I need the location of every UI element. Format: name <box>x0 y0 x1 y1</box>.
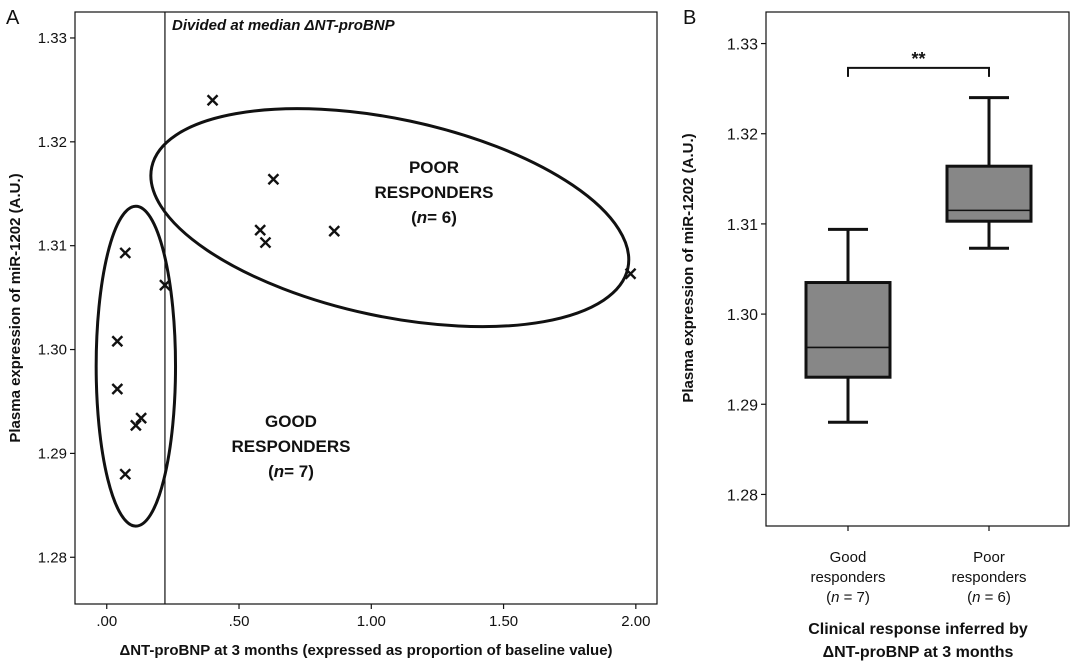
poor-cat-n-value: = 6) <box>980 589 1010 606</box>
panel-b-plot-frame <box>765 11 1070 527</box>
good-responders-ellipse <box>94 204 178 528</box>
panel-a-y-axis-title: Plasma expression of miR-1202 (A.U.) <box>7 173 24 442</box>
marker-stroke <box>206 94 219 107</box>
poor-label-line2: RESPONDERS <box>374 183 493 202</box>
panel-b-x-axis-title-line1: Clinical response inferred by <box>808 621 1028 638</box>
data-point-marker <box>624 267 637 280</box>
panel-a-letter: A <box>6 7 20 29</box>
data-point-marker <box>111 383 124 395</box>
panel-b-y-ticks: 1.28 1.29 1.30 1.31 1.32 1.33 <box>727 37 766 504</box>
data-point-marker <box>259 236 272 249</box>
good-label-line2: RESPONDERS <box>231 437 350 456</box>
marker-stroke <box>267 173 280 186</box>
panel-b: B 1.28 1.29 1.30 1.31 1.32 1.33 ** Good respo… <box>680 7 1070 661</box>
category-label-poor: Poor responders (n = 6) <box>951 549 1026 606</box>
responder-ellipses <box>94 107 631 528</box>
marker-stroke <box>159 279 171 291</box>
y-tick-label: 1.33 <box>727 37 758 54</box>
significance-bracket: ** <box>847 49 990 77</box>
panel-b-x-axis-title-line2: ΔNT-proBNP at 3 months <box>823 644 1014 661</box>
panel-a-title: Divided at median ΔNT-proBNP <box>172 17 396 34</box>
good-cat-n-value: = 7) <box>839 589 869 606</box>
x-tick-label: 2.00 <box>621 613 650 630</box>
category-label-good: Good responders (n = 7) <box>810 549 885 606</box>
poor-n-value: = 6 <box>427 208 451 227</box>
marker-stroke <box>254 224 267 236</box>
panel-b-y-axis-title: Plasma expression of miR-1202 (A.U.) <box>680 133 697 402</box>
data-point-marker <box>206 94 219 107</box>
data-point-marker <box>267 173 280 186</box>
poor-cat-n: (n = 6) <box>967 589 1011 606</box>
iqr-box <box>945 164 1033 223</box>
y-tick-label: 1.28 <box>38 549 67 566</box>
x-tick-label: .00 <box>96 613 117 630</box>
panel-b-letter: B <box>683 7 696 29</box>
panel-a-plot-frame <box>74 11 658 605</box>
marker-stroke <box>111 383 124 395</box>
poor-cat-line1: Poor <box>973 549 1005 566</box>
poor-label-n: (n= 6) <box>411 208 457 227</box>
good-cat-line2: responders <box>810 569 885 586</box>
x-tick-label: 1.00 <box>357 613 386 630</box>
panel-a: A 1.28 1.29 1.30 1.31 1.32 1.33 .00 .50 1.00 1.5… <box>6 7 658 659</box>
data-point-marker <box>254 224 267 236</box>
panel-a-x-ticks: .00 .50 1.00 1.50 2.00 <box>96 604 650 630</box>
y-tick-label: 1.28 <box>727 487 758 504</box>
y-tick-label: 1.33 <box>38 30 67 47</box>
y-tick-label: 1.29 <box>727 397 758 414</box>
boxplots <box>804 96 1033 531</box>
boxplot-good-responders <box>804 227 892 531</box>
x-tick-label: 1.50 <box>489 613 518 630</box>
good-cat-n-symbol: n <box>831 589 839 606</box>
marker-stroke <box>119 247 132 259</box>
marker-stroke <box>111 335 124 348</box>
y-tick-label: 1.32 <box>38 134 67 151</box>
good-cat-n: (n = 7) <box>826 589 870 606</box>
data-point-marker <box>328 225 341 237</box>
good-label-line1: GOOD <box>265 412 317 431</box>
poor-responders-label: POOR RESPONDERS (n= 6) <box>374 158 493 227</box>
data-point-marker <box>119 468 132 481</box>
good-n-symbol: n <box>274 462 284 481</box>
poor-n-symbol: n <box>417 208 427 227</box>
iqr-box <box>804 281 892 379</box>
marker-stroke <box>328 225 341 237</box>
boxplot-poor-responders <box>945 96 1033 531</box>
data-point-marker <box>111 335 124 348</box>
data-point-marker <box>159 279 171 291</box>
poor-responders-ellipse <box>149 107 631 329</box>
data-point-marker <box>119 247 132 259</box>
good-label-n: (n= 7) <box>268 462 314 481</box>
good-n-value: = 7 <box>284 462 308 481</box>
marker-stroke <box>259 236 272 249</box>
data-point-marker <box>135 412 147 424</box>
marker-stroke <box>129 419 142 432</box>
panel-a-y-ticks: 1.28 1.29 1.30 1.31 1.32 1.33 <box>38 30 75 566</box>
good-cat-line1: Good <box>830 549 867 566</box>
poor-cat-line2: responders <box>951 569 1026 586</box>
y-tick-label: 1.31 <box>727 217 758 234</box>
y-tick-label: 1.30 <box>38 342 67 359</box>
x-tick-label: .50 <box>229 613 250 630</box>
good-responders-label: GOOD RESPONDERS (n= 7) <box>231 412 350 481</box>
data-point-marker <box>129 419 142 432</box>
significance-bracket-line <box>847 66 990 77</box>
y-tick-label: 1.29 <box>38 445 67 462</box>
poor-label-line1: POOR <box>409 158 459 177</box>
panel-a-x-axis-title: ΔNT-proBNP at 3 months (expressed as pro… <box>119 642 612 659</box>
y-tick-label: 1.30 <box>727 307 758 324</box>
marker-stroke <box>119 468 132 481</box>
significance-stars: ** <box>911 49 925 69</box>
y-tick-label: 1.31 <box>38 238 67 255</box>
y-tick-label: 1.32 <box>727 127 758 144</box>
scatter-points <box>111 94 637 481</box>
poor-cat-n-symbol: n <box>972 589 980 606</box>
marker-stroke <box>135 412 147 424</box>
marker-stroke <box>624 267 637 280</box>
